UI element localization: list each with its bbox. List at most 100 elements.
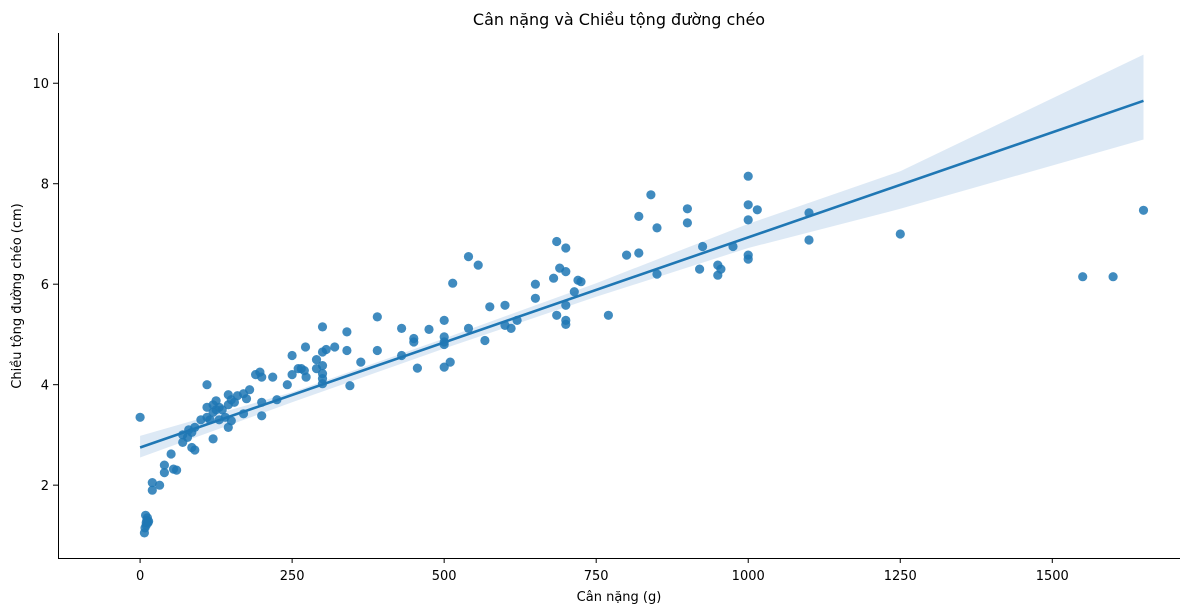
data-point: [716, 264, 726, 274]
data-point: [463, 252, 474, 262]
data-point: [409, 337, 419, 347]
data-point: [159, 460, 169, 470]
data-point: [480, 335, 490, 346]
data-point: [561, 300, 571, 310]
x-tick-label: 250: [280, 569, 305, 584]
data-point: [743, 254, 753, 264]
data-point: [155, 480, 165, 490]
data-point: [569, 287, 579, 297]
y-tick-label: 10: [32, 77, 49, 92]
data-point: [576, 277, 586, 287]
data-point: [287, 370, 297, 380]
x-tick-label: 1500: [1036, 569, 1069, 584]
data-point: [743, 215, 753, 225]
data-point: [202, 380, 212, 390]
data-point: [372, 312, 382, 322]
y-ticks: 2 4 6 8 10: [32, 77, 58, 494]
x-axis-label: Cân nặng (g): [577, 590, 662, 605]
data-point: [682, 204, 693, 214]
x-ticks: 0 250 500 750 1000 1250 1500: [136, 558, 1069, 584]
data-point: [311, 355, 322, 365]
data-point: [485, 302, 495, 312]
data-point: [448, 278, 458, 288]
data-point: [500, 300, 510, 310]
data-point: [682, 218, 693, 228]
data-point: [439, 315, 449, 325]
data-point: [330, 342, 340, 352]
data-point: [552, 236, 562, 247]
data-point: [424, 324, 434, 334]
y-axis-label: Chiều tộng đường chéo (cm): [10, 203, 25, 388]
data-point: [804, 235, 814, 245]
x-tick-label: 500: [432, 569, 457, 584]
data-point: [752, 205, 762, 215]
data-point: [473, 260, 483, 270]
scatter-points-layer: [135, 171, 1149, 538]
data-point: [257, 411, 267, 421]
data-point: [282, 380, 292, 390]
data-point: [634, 248, 644, 258]
data-point: [652, 269, 662, 279]
data-point: [552, 310, 562, 320]
data-point: [895, 229, 905, 239]
data-point: [445, 357, 455, 367]
data-point: [698, 241, 708, 252]
data-point: [530, 293, 541, 303]
data-point: [561, 243, 571, 253]
data-point: [317, 322, 328, 332]
data-point: [743, 200, 753, 210]
data-point: [257, 372, 267, 382]
data-point: [634, 211, 644, 221]
data-point: [226, 416, 236, 426]
data-point: [1138, 205, 1149, 215]
y-tick-label: 8: [41, 178, 49, 193]
x-tick-label: 1250: [884, 569, 917, 584]
data-point: [144, 516, 154, 526]
data-point: [342, 345, 352, 356]
data-point: [622, 250, 632, 260]
data-point: [1078, 272, 1088, 282]
data-point: [321, 344, 331, 355]
data-point: [268, 372, 278, 382]
data-point: [743, 171, 753, 181]
data-point: [241, 394, 252, 404]
data-point: [356, 357, 366, 367]
data-point: [245, 385, 255, 395]
data-point: [147, 485, 157, 495]
data-point: [506, 323, 516, 333]
data-point: [530, 279, 541, 289]
y-tick-label: 6: [41, 278, 49, 293]
x-tick-label: 750: [584, 569, 609, 584]
regression-line: [139, 99, 1144, 449]
data-point: [301, 372, 311, 382]
data-point: [1108, 272, 1118, 282]
data-point: [652, 223, 662, 233]
data-point: [345, 381, 355, 391]
data-point: [208, 434, 218, 444]
data-point: [317, 361, 328, 371]
data-point: [646, 190, 656, 200]
data-point: [135, 412, 145, 422]
x-tick-label: 1000: [732, 569, 765, 584]
data-point: [217, 405, 227, 415]
data-point: [190, 445, 200, 455]
data-point: [397, 323, 407, 333]
data-point: [159, 468, 169, 478]
data-point: [561, 267, 571, 277]
data-point: [172, 465, 182, 475]
data-point: [300, 342, 311, 352]
data-point: [463, 323, 474, 333]
data-point: [603, 310, 614, 320]
data-point: [342, 327, 352, 337]
data-point: [695, 264, 705, 274]
data-point: [561, 319, 571, 329]
data-point: [549, 273, 559, 283]
data-point: [412, 363, 422, 373]
data-point: [372, 345, 382, 356]
data-point: [287, 350, 297, 361]
data-point: [166, 449, 176, 459]
y-tick-label: 2: [41, 479, 49, 494]
regression-line-layer: [139, 99, 1144, 449]
x-tick-label: 0: [136, 569, 144, 584]
